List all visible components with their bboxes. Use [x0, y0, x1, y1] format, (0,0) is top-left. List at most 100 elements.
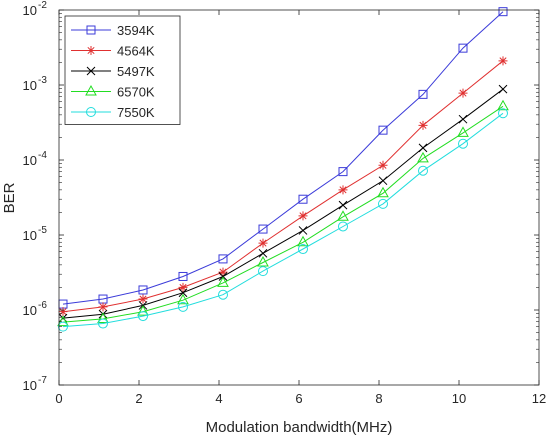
data-point [297, 235, 309, 247]
legend-swatch-marker [86, 107, 96, 117]
series-7550K [58, 108, 508, 332]
data-point [98, 302, 108, 312]
data-point [337, 210, 349, 221]
data-point [58, 321, 68, 332]
data-point [498, 56, 508, 66]
x-tick-label: 2 [135, 391, 142, 406]
data-point [497, 99, 509, 111]
series-line [62, 60, 504, 313]
data-point [138, 294, 148, 304]
data-point [137, 305, 149, 316]
data-point [498, 7, 508, 17]
y-tick-label-exponent: -7 [38, 375, 47, 386]
data-point [57, 315, 69, 327]
data-point [258, 224, 268, 234]
data-point [458, 138, 468, 149]
data-point [377, 186, 389, 198]
data-point [298, 244, 308, 255]
series-6570K [57, 99, 509, 327]
data-point [178, 301, 188, 312]
y-tick-label-base: 10 [23, 153, 37, 168]
data-point [498, 108, 508, 119]
legend-label: 5497K [117, 64, 155, 79]
legend: 3594K 4564K 5497K 6570K 7550K [64, 15, 181, 125]
y-axis-label: BER [1, 182, 18, 213]
x-axis: 0 2 4 6 8 10 12 [55, 10, 546, 406]
y-tick-label-exponent: -5 [38, 225, 47, 236]
y-tick-label: 10 [23, 3, 37, 18]
legend-item: 7550K [71, 105, 155, 120]
legend-swatch-marker [86, 25, 96, 35]
data-point [418, 89, 428, 99]
x-tick-label: 10 [452, 391, 466, 406]
legend-swatch-marker [86, 46, 96, 55]
legend-item: 6570K [71, 85, 155, 100]
data-point [338, 167, 348, 177]
legend-label: 7550K [117, 105, 155, 120]
y-tick-label-base: 10 [23, 303, 37, 318]
y-tick-label: 10 [23, 153, 37, 168]
data-point [258, 238, 268, 248]
y-tick-label-base: 10 [23, 78, 37, 93]
data-point [457, 126, 469, 137]
series-line [62, 112, 504, 328]
data-point [97, 312, 109, 323]
data-point [258, 266, 268, 277]
data-point [218, 289, 228, 300]
data-point [258, 248, 268, 258]
data-point [138, 285, 148, 295]
x-tick-label: 6 [295, 391, 302, 406]
y-tick-label: 10 [23, 78, 37, 93]
y-tick-label-exponent: -2 [38, 0, 47, 11]
y-tick-label-exponent: -6 [38, 300, 47, 311]
legend-box [64, 15, 181, 125]
legend-label: 6570K [117, 85, 155, 100]
data-point [458, 88, 468, 98]
data-point [178, 282, 188, 292]
x-tick-label: 0 [55, 391, 62, 406]
series-line [62, 11, 504, 305]
data-point [298, 194, 308, 204]
data-point [458, 114, 468, 124]
data-point [58, 307, 68, 317]
data-point [338, 221, 348, 232]
data-point [378, 125, 388, 135]
data-point [257, 255, 269, 267]
data-point [298, 226, 308, 235]
data-point [417, 151, 429, 163]
x-axis-label: Modulation bandwidth(MHz) [206, 419, 393, 436]
data-point [98, 318, 108, 329]
y-axis: 10-710-610-510-410-310-2 [23, 0, 539, 393]
data-point [338, 200, 348, 210]
data-point [217, 276, 229, 287]
series-line [62, 105, 504, 323]
data-point [178, 288, 188, 298]
y-tick-label-base: 10 [23, 378, 37, 393]
data-point [418, 165, 428, 176]
legend-swatch-marker [86, 66, 96, 76]
data-point [458, 43, 468, 53]
data-point [178, 271, 188, 281]
legend-item: 3594K [71, 23, 155, 38]
data-point [418, 120, 428, 130]
x-tick-label: 4 [215, 391, 222, 406]
data-point [138, 311, 148, 322]
y-tick-label: 10 [23, 378, 37, 393]
legend-swatch-marker [85, 84, 97, 96]
data-point [218, 267, 228, 277]
y-tick-label-exponent: -3 [38, 75, 47, 86]
data-point [218, 254, 228, 264]
series-line [62, 88, 504, 319]
data-point [298, 211, 308, 221]
legend-label: 3594K [117, 23, 155, 38]
x-tick-label: 8 [375, 391, 382, 406]
data-point [378, 176, 388, 186]
y-tick-label-base: 10 [23, 228, 37, 243]
data-point [378, 160, 388, 170]
data-point [177, 293, 189, 305]
series-layer [57, 7, 509, 332]
y-tick-label: 10 [23, 228, 37, 243]
data-point [338, 185, 348, 195]
